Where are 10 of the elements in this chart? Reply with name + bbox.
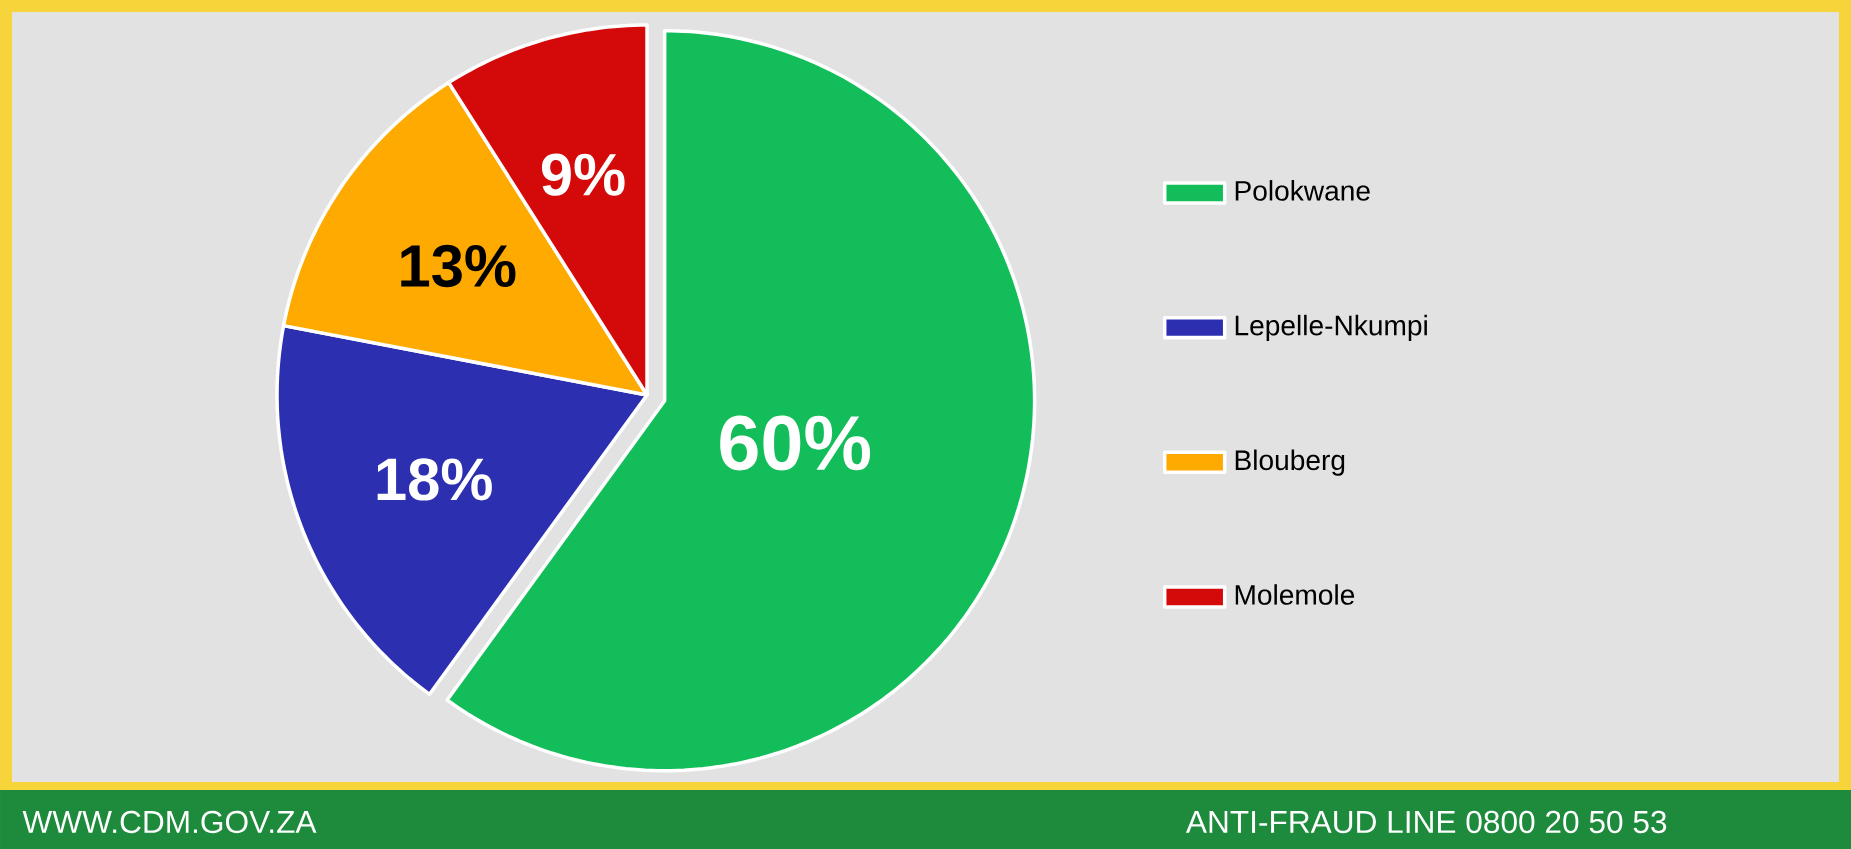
legend-label: Polokwane — [1235, 180, 1370, 201]
text: WWW.CDM.GOV.ZA — [22, 810, 317, 834]
data-label: 9% — [541, 153, 625, 196]
legend-label: Molemole — [1235, 584, 1355, 605]
legend-label: Lepelle-Nkumpi — [1235, 314, 1427, 342]
text: ANTI-FRAUD LINE 0800 20 50 53 — [1185, 810, 1667, 834]
data-label: 60% — [720, 415, 871, 471]
legend-label: Blouberg — [1235, 449, 1345, 476]
data-label: 18% — [377, 458, 492, 501]
data-label: 13% — [401, 244, 516, 288]
